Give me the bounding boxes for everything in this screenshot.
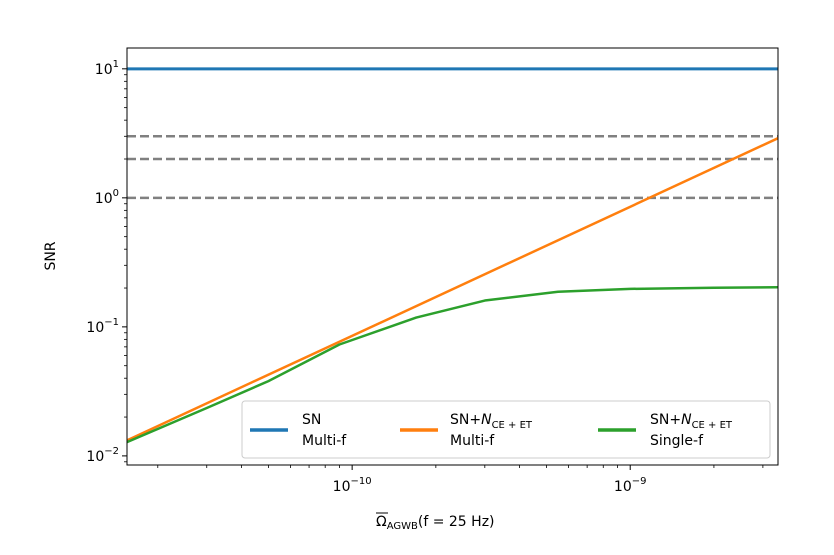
legend-label-3-line1: SN+NCE + ET (650, 412, 733, 431)
series-layer (126, 67, 779, 444)
x-tick-label: 10−10 (333, 476, 372, 495)
y-tick-label: 10−2 (86, 446, 119, 465)
svg-text:ΩAGWB(f = 25 Hz): ΩAGWB(f = 25 Hz) (376, 514, 495, 532)
series-line-3 (126, 285, 779, 444)
legend-label-1-line2: Multi-f (302, 433, 347, 449)
y-tick-label: 101 (95, 59, 119, 78)
reference-lines (127, 135, 778, 200)
x-axis-label-base: Ω (376, 514, 387, 530)
legend-label-2-line1: SN+NCE + ET (450, 412, 533, 431)
y-tick-label: 100 (95, 188, 119, 207)
legend: SN Multi-f SN+NCE + ET Multi-f SN+NCE + ET Si… (241, 400, 771, 459)
x-tick-label: 10−9 (614, 476, 647, 495)
legend-label-2-line2: Multi-f (450, 433, 495, 449)
plot-frame (126, 47, 779, 466)
y-tick-label: 10−1 (86, 317, 119, 336)
x-axis-label-sub: AGWB (387, 521, 418, 532)
legend-label-1-line1: SN (302, 412, 321, 428)
legend-label-3-line2: Single-f (650, 433, 704, 449)
y-axis-label: SNR (43, 241, 59, 270)
x-axis: 10−10 10−9 (157, 465, 764, 495)
x-axis-label: ΩAGWB(f = 25 Hz) (376, 512, 495, 532)
y-axis: 10−2 10−1 100 101 (86, 59, 127, 465)
series-line-2 (126, 137, 779, 442)
x-axis-label-rest: (f = 25 Hz) (418, 514, 495, 530)
legend-box (241, 400, 771, 459)
